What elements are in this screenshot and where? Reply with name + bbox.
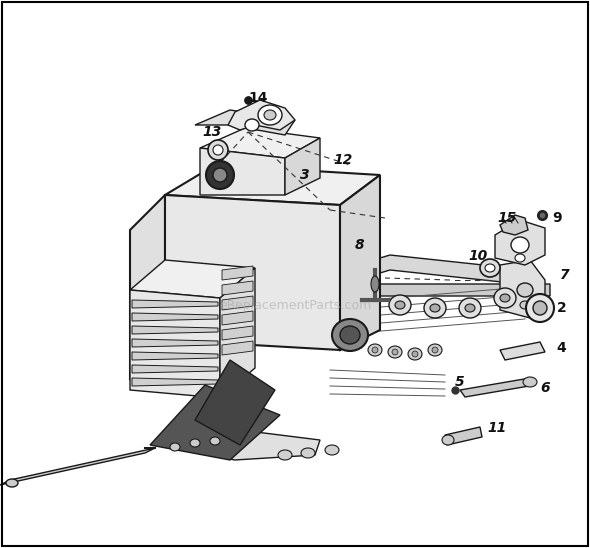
Text: 13: 13 (202, 125, 221, 139)
Ellipse shape (210, 437, 220, 445)
Polygon shape (222, 341, 253, 355)
Polygon shape (155, 430, 320, 460)
Polygon shape (200, 128, 320, 158)
Ellipse shape (213, 145, 223, 155)
Polygon shape (165, 195, 340, 350)
Text: 14: 14 (248, 91, 267, 105)
Polygon shape (222, 311, 253, 325)
Ellipse shape (190, 439, 200, 447)
Ellipse shape (485, 264, 495, 272)
Ellipse shape (480, 259, 500, 277)
Ellipse shape (392, 349, 398, 355)
Polygon shape (495, 220, 545, 265)
Text: 11: 11 (487, 421, 506, 435)
Text: 3: 3 (300, 168, 310, 182)
Polygon shape (460, 378, 535, 397)
Text: 7: 7 (560, 268, 569, 282)
Text: 12: 12 (333, 153, 352, 167)
Ellipse shape (340, 326, 360, 344)
Polygon shape (222, 326, 253, 340)
Polygon shape (195, 110, 295, 135)
Polygon shape (500, 342, 545, 360)
Polygon shape (285, 138, 320, 195)
Ellipse shape (412, 351, 418, 357)
Ellipse shape (428, 344, 442, 356)
Ellipse shape (278, 450, 292, 460)
Polygon shape (132, 313, 218, 321)
Polygon shape (132, 378, 218, 386)
Ellipse shape (533, 301, 547, 315)
Polygon shape (0, 448, 155, 485)
Polygon shape (500, 215, 528, 235)
Ellipse shape (424, 298, 446, 318)
Polygon shape (132, 352, 218, 360)
Ellipse shape (388, 346, 402, 358)
Ellipse shape (517, 283, 533, 297)
Text: 2: 2 (557, 301, 567, 315)
Ellipse shape (465, 304, 475, 312)
Polygon shape (132, 300, 218, 308)
Ellipse shape (459, 298, 481, 318)
Ellipse shape (494, 288, 516, 308)
Ellipse shape (371, 276, 379, 292)
Ellipse shape (520, 301, 530, 309)
Polygon shape (195, 360, 275, 445)
Ellipse shape (526, 294, 554, 322)
Polygon shape (222, 266, 253, 280)
Ellipse shape (395, 301, 405, 309)
Polygon shape (228, 100, 295, 130)
Text: 15: 15 (497, 211, 516, 225)
Text: eReplacementParts.com: eReplacementParts.com (219, 299, 371, 311)
Ellipse shape (523, 377, 537, 387)
Polygon shape (220, 268, 255, 398)
Ellipse shape (6, 479, 18, 487)
Polygon shape (222, 281, 253, 295)
Ellipse shape (511, 237, 529, 253)
Polygon shape (132, 365, 218, 373)
Ellipse shape (368, 344, 382, 356)
Ellipse shape (500, 294, 510, 302)
Polygon shape (500, 260, 545, 318)
Text: 10: 10 (468, 249, 487, 263)
Ellipse shape (206, 161, 234, 189)
Ellipse shape (245, 119, 259, 131)
Text: 8: 8 (355, 238, 365, 252)
FancyBboxPatch shape (380, 284, 550, 296)
Ellipse shape (332, 319, 368, 351)
Text: 9: 9 (552, 211, 562, 225)
Polygon shape (200, 148, 285, 195)
Polygon shape (222, 296, 253, 310)
Polygon shape (165, 165, 380, 205)
Polygon shape (130, 195, 165, 380)
Text: 6: 6 (540, 381, 550, 395)
Polygon shape (132, 339, 218, 347)
Ellipse shape (430, 304, 440, 312)
Ellipse shape (258, 105, 282, 125)
Ellipse shape (515, 254, 525, 262)
Text: 4: 4 (556, 341, 566, 355)
Polygon shape (340, 175, 380, 350)
Polygon shape (132, 326, 218, 334)
Ellipse shape (208, 140, 228, 160)
Polygon shape (130, 260, 255, 298)
Ellipse shape (170, 443, 180, 451)
Ellipse shape (264, 110, 276, 120)
Ellipse shape (442, 435, 454, 445)
Polygon shape (150, 385, 280, 460)
Ellipse shape (432, 347, 438, 353)
Ellipse shape (389, 295, 411, 315)
Ellipse shape (325, 445, 339, 455)
Text: 5: 5 (455, 375, 465, 389)
Ellipse shape (372, 347, 378, 353)
Polygon shape (445, 427, 482, 445)
Ellipse shape (301, 448, 315, 458)
Ellipse shape (408, 348, 422, 360)
Polygon shape (130, 290, 220, 398)
Polygon shape (340, 255, 530, 285)
Ellipse shape (213, 168, 227, 182)
